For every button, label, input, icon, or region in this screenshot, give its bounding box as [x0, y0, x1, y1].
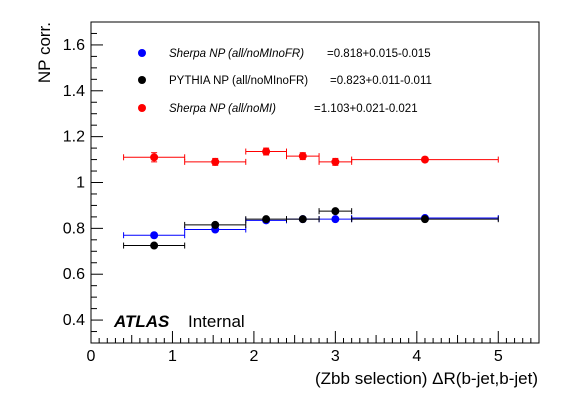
legend-series-value: =1.103+0.021-0.021 — [314, 103, 418, 115]
data-point — [150, 231, 159, 240]
data-point — [150, 241, 159, 250]
x-tick-label: 3 — [331, 348, 340, 365]
legend-series-value: =0.823+0.011-0.011 — [330, 75, 432, 87]
legend-marker — [138, 49, 146, 57]
legend-marker — [138, 76, 146, 84]
y-tick-label: 0.6 — [63, 266, 85, 283]
data-point — [150, 153, 159, 162]
y-tick-label: 0.4 — [63, 312, 85, 329]
x-tick-label: 1 — [168, 348, 177, 365]
data-point — [331, 157, 340, 166]
legend-series-name: Sherpa NP (all/noMInoFR) — [169, 48, 304, 60]
y-tick-label: 0.8 — [63, 220, 85, 237]
internal-label: Internal — [188, 312, 245, 331]
atlas-label: ATLAS — [113, 312, 170, 331]
y-tick-label: 1.2 — [63, 129, 85, 146]
series-2 — [123, 147, 499, 166]
legend: Sherpa NP (all/noMInoFR) =0.818+0.015-0.0… — [138, 48, 432, 115]
axis-tick-labels: 0 1 2 3 4 5 0.4 0.6 0.8 1 1.2 1.4 1.6 — [63, 37, 503, 365]
data-point — [331, 215, 340, 224]
x-tick-label: 0 — [87, 348, 96, 365]
data-point — [420, 155, 429, 164]
data-point — [420, 215, 429, 224]
legend-series-value: =0.818+0.015-0.015 — [327, 48, 431, 60]
y-tick-label: 1.6 — [63, 37, 85, 54]
x-tick-label: 4 — [412, 348, 421, 365]
axis-ticks — [90, 21, 540, 344]
data-point — [298, 152, 307, 161]
data-point — [331, 207, 340, 216]
x-tick-label: 5 — [494, 348, 503, 365]
x-tick-label: 2 — [249, 348, 258, 365]
data-point — [211, 220, 220, 229]
data-point — [298, 215, 307, 224]
legend-marker — [138, 104, 146, 112]
data-point — [262, 215, 271, 224]
y-axis-label: NP corr. — [35, 22, 54, 83]
data-series-layer — [123, 147, 499, 250]
legend-series-name: PYTHIA NP (all/noMInoFR) — [169, 75, 308, 87]
y-tick-label: 1.4 — [63, 83, 85, 100]
series-1 — [123, 207, 499, 250]
data-point — [211, 157, 220, 166]
legend-series-name: Sherpa NP (all/noMI) — [169, 103, 276, 115]
x-axis-label: (Zbb selection) ΔR(b-jet,b-jet) — [315, 369, 538, 388]
y-tick-label: 1 — [76, 175, 85, 192]
data-point — [262, 147, 271, 156]
